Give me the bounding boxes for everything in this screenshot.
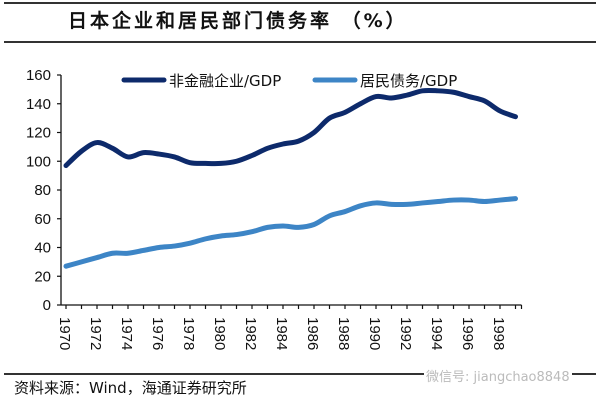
x-tick-label: 1990 [366,317,383,350]
x-tick-label: 1980 [211,317,228,350]
y-tick-label: 80 [34,182,51,199]
title-rule [4,41,596,43]
x-tick-label: 1986 [304,317,321,350]
axes: 0 20 40 60 80 100 120 140 160 1970 1972 1974 1976 197… [26,67,523,350]
y-tick-label: 160 [26,67,51,84]
y-tick-label: 20 [34,268,51,285]
y-tick-label: 100 [26,153,51,170]
top-rule [4,2,596,4]
x-tick-label: 1994 [428,317,445,350]
legend: 非金融企业/GDP 居民债务/GDP [121,72,457,90]
line-chart: 0 20 40 60 80 100 120 140 160 1970 1972 1974 1976 197… [26,67,523,350]
x-tick-label: 1984 [273,317,290,350]
x-tick-label: 1974 [118,317,135,350]
legend-label-1: 居民债务/GDP [360,72,457,90]
chart-title: 日本企业和居民部门债务率 （%） [68,10,408,32]
series-line-1 [63,196,518,269]
x-tick-label: 1972 [87,317,104,350]
x-tick-label: 1998 [490,317,507,350]
watermark: 微信号: jiangchao8848 [424,366,572,385]
y-tick-label: 40 [34,240,51,257]
x-tick-label: 1970 [56,317,73,350]
x-tick-label: 1978 [180,317,197,350]
series-lines [63,87,518,269]
x-tick-label: 1976 [149,317,166,350]
legend-label-0: 非金融企业/GDP [169,72,281,90]
y-tick-label: 60 [34,211,51,228]
y-tick-label: 140 [26,96,51,113]
x-tick-label: 1996 [459,317,476,350]
x-tick-label: 1988 [335,317,352,350]
x-tick-label: 1992 [397,317,414,350]
y-tick-label: 120 [26,125,51,142]
y-tick-label: 0 [43,297,51,314]
source-note: 资料来源：Wind，海通证券研究所 [14,379,247,397]
series-line-0 [63,87,518,169]
bottom-rule [4,373,596,375]
x-tick-label: 1982 [242,317,259,350]
